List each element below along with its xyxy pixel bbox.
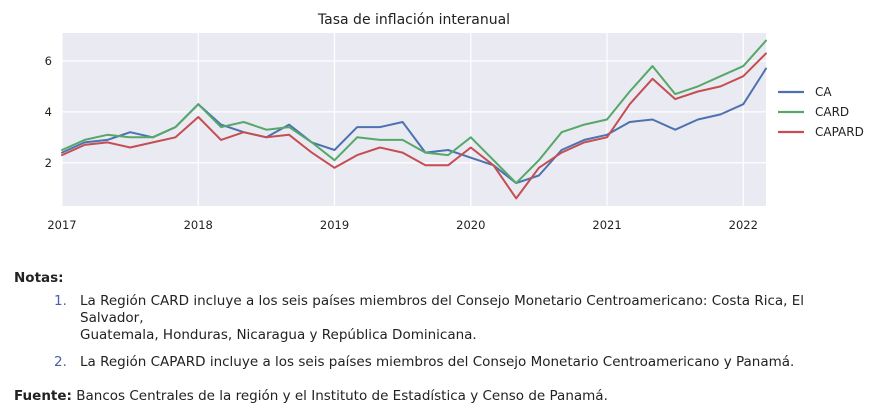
legend-label: CAPARD xyxy=(815,125,864,139)
source-line: Fuente: Bancos Centrales de la región y … xyxy=(14,388,608,404)
note-text-continued: Guatemala, Honduras, Nicaragua y Repúbli… xyxy=(80,327,477,343)
y-tick-label: 2 xyxy=(45,156,52,170)
note-number: 2. xyxy=(54,354,67,370)
series-line-capard xyxy=(61,52,767,200)
legend-label: CARD xyxy=(815,105,849,119)
x-tick-label: 2020 xyxy=(456,218,485,232)
notes-title: Notas: xyxy=(14,270,64,286)
source-text: Bancos Centrales de la región y el Insti… xyxy=(76,388,608,404)
series-line-card xyxy=(61,39,767,185)
chart-title: Tasa de inflación interanual xyxy=(317,12,510,28)
note-item: 2. La Región CAPARD incluye a los seis p… xyxy=(14,354,864,371)
x-tick-label: 2021 xyxy=(592,218,621,232)
y-tick-label: 4 xyxy=(45,105,52,119)
y-axis-ticks: 2 4 6 xyxy=(45,54,52,170)
note-number: 1. xyxy=(54,293,67,309)
inflation-chart: Tasa de inflación interanual 2017 2018 201… xyxy=(45,12,864,232)
x-tick-label: 2022 xyxy=(729,218,758,232)
note-text: La Región CAPARD incluye a los seis país… xyxy=(80,354,795,370)
legend: CA CARD CAPARD xyxy=(778,85,864,139)
y-tick-label: 6 xyxy=(45,54,52,68)
note-item: 1. La Región CARD incluye a los seis paí… xyxy=(14,293,864,344)
legend-label: CA xyxy=(815,85,832,99)
note-text: La Región CARD incluye a los seis países… xyxy=(80,293,805,326)
notes-section: Notas: 1. La Región CARD incluye a los s… xyxy=(14,270,864,381)
x-tick-label: 2017 xyxy=(47,218,76,232)
series-lines xyxy=(61,39,767,200)
x-tick-label: 2019 xyxy=(320,218,349,232)
plot-area xyxy=(62,33,766,206)
x-tick-label: 2018 xyxy=(184,218,213,232)
source-label: Fuente: xyxy=(14,388,72,404)
x-axis-ticks: 2017 2018 2019 2020 2021 2022 xyxy=(47,218,758,232)
